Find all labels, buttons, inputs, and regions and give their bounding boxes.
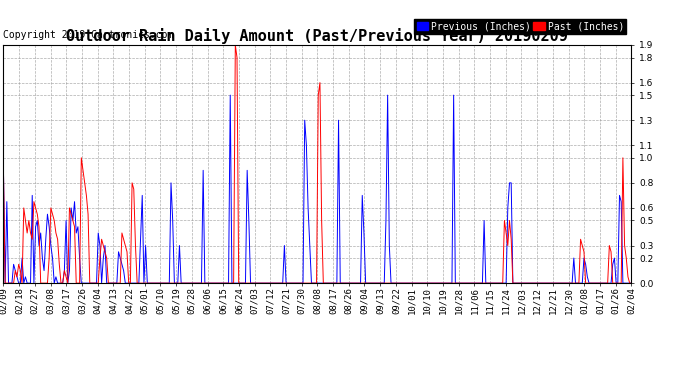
Text: Copyright 2019 Cartronics.com: Copyright 2019 Cartronics.com [3,30,174,40]
Title: Outdoor Rain Daily Amount (Past/Previous Year) 20190209: Outdoor Rain Daily Amount (Past/Previous… [66,28,569,44]
Legend: Previous (Inches), Past (Inches): Previous (Inches), Past (Inches) [414,19,627,34]
